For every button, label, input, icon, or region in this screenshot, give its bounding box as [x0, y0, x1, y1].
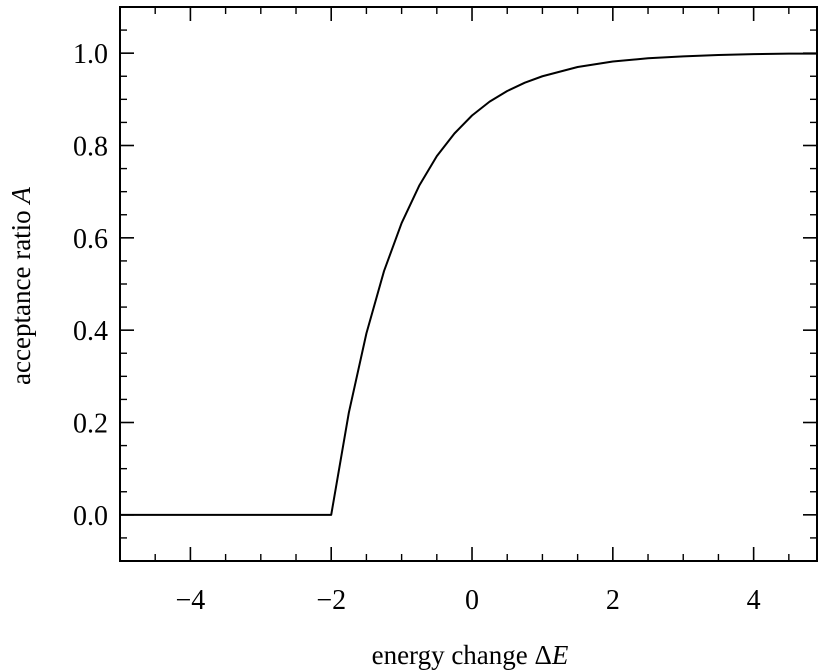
plot-frame [119, 6, 818, 562]
x-tick-label: −2 [316, 585, 346, 616]
y-tick-label: 0.2 [73, 409, 108, 440]
x-tick-label: 2 [606, 585, 620, 616]
x-tick-label: 0 [465, 585, 479, 616]
acceptance-curve [120, 52, 817, 516]
y-axis-label: acceptance ratio A [6, 187, 36, 385]
y-tick-label: 0.8 [73, 132, 108, 163]
y-tick-label: 0.6 [73, 224, 108, 255]
x-tick-label: 4 [747, 585, 761, 616]
plot-area [120, 52, 817, 516]
axis-ticks [119, 6, 817, 562]
y-tick-label: 1.0 [73, 39, 108, 70]
x-tick-label: −4 [176, 585, 206, 616]
y-tick-label: 0.0 [73, 501, 108, 532]
x-axis-label: energy change ΔE [372, 640, 569, 670]
y-tick-label: 0.4 [73, 316, 108, 347]
tick-labels: −4 −2 0 2 4 0.0 0.2 0.4 0.6 0.8 1.0 [73, 39, 761, 616]
